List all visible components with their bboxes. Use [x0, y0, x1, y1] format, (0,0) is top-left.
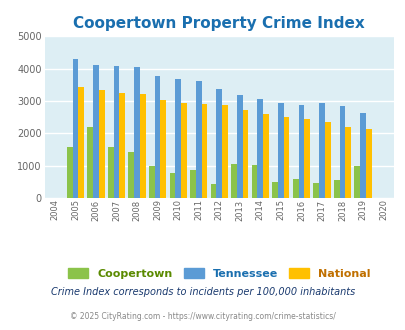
- Bar: [72, 59, 78, 198]
- Bar: [128, 152, 134, 198]
- Bar: [195, 81, 201, 198]
- Bar: [345, 127, 350, 198]
- Bar: [251, 165, 257, 198]
- Bar: [222, 105, 227, 198]
- Bar: [262, 114, 268, 198]
- Bar: [298, 105, 303, 198]
- Bar: [339, 106, 345, 198]
- Bar: [201, 104, 207, 198]
- Bar: [99, 90, 104, 198]
- Bar: [272, 182, 277, 198]
- Bar: [119, 93, 125, 198]
- Bar: [237, 95, 242, 198]
- Bar: [87, 127, 93, 198]
- Bar: [230, 164, 237, 198]
- Bar: [283, 117, 289, 198]
- Bar: [181, 103, 186, 198]
- Bar: [190, 170, 195, 198]
- Bar: [93, 65, 99, 198]
- Bar: [160, 100, 166, 198]
- Bar: [277, 103, 283, 198]
- Bar: [313, 183, 318, 198]
- Text: © 2025 CityRating.com - https://www.cityrating.com/crime-statistics/: © 2025 CityRating.com - https://www.city…: [70, 312, 335, 321]
- Bar: [154, 76, 160, 198]
- Bar: [149, 166, 154, 198]
- Bar: [175, 79, 181, 198]
- Bar: [354, 166, 359, 198]
- Legend: Coopertown, Tennessee, National: Coopertown, Tennessee, National: [65, 265, 373, 282]
- Bar: [324, 122, 330, 198]
- Text: Crime Index corresponds to incidents per 100,000 inhabitants: Crime Index corresponds to incidents per…: [51, 287, 354, 297]
- Bar: [365, 129, 371, 198]
- Bar: [169, 173, 175, 198]
- Bar: [216, 89, 222, 198]
- Bar: [257, 99, 262, 198]
- Bar: [303, 119, 309, 198]
- Bar: [134, 67, 140, 198]
- Bar: [113, 66, 119, 198]
- Bar: [108, 147, 113, 198]
- Bar: [359, 113, 365, 198]
- Bar: [318, 103, 324, 198]
- Bar: [78, 87, 84, 198]
- Bar: [242, 110, 248, 198]
- Bar: [292, 179, 298, 198]
- Bar: [140, 94, 145, 198]
- Bar: [67, 147, 72, 198]
- Bar: [210, 184, 216, 198]
- Title: Coopertown Property Crime Index: Coopertown Property Crime Index: [73, 16, 364, 31]
- Bar: [333, 180, 339, 198]
